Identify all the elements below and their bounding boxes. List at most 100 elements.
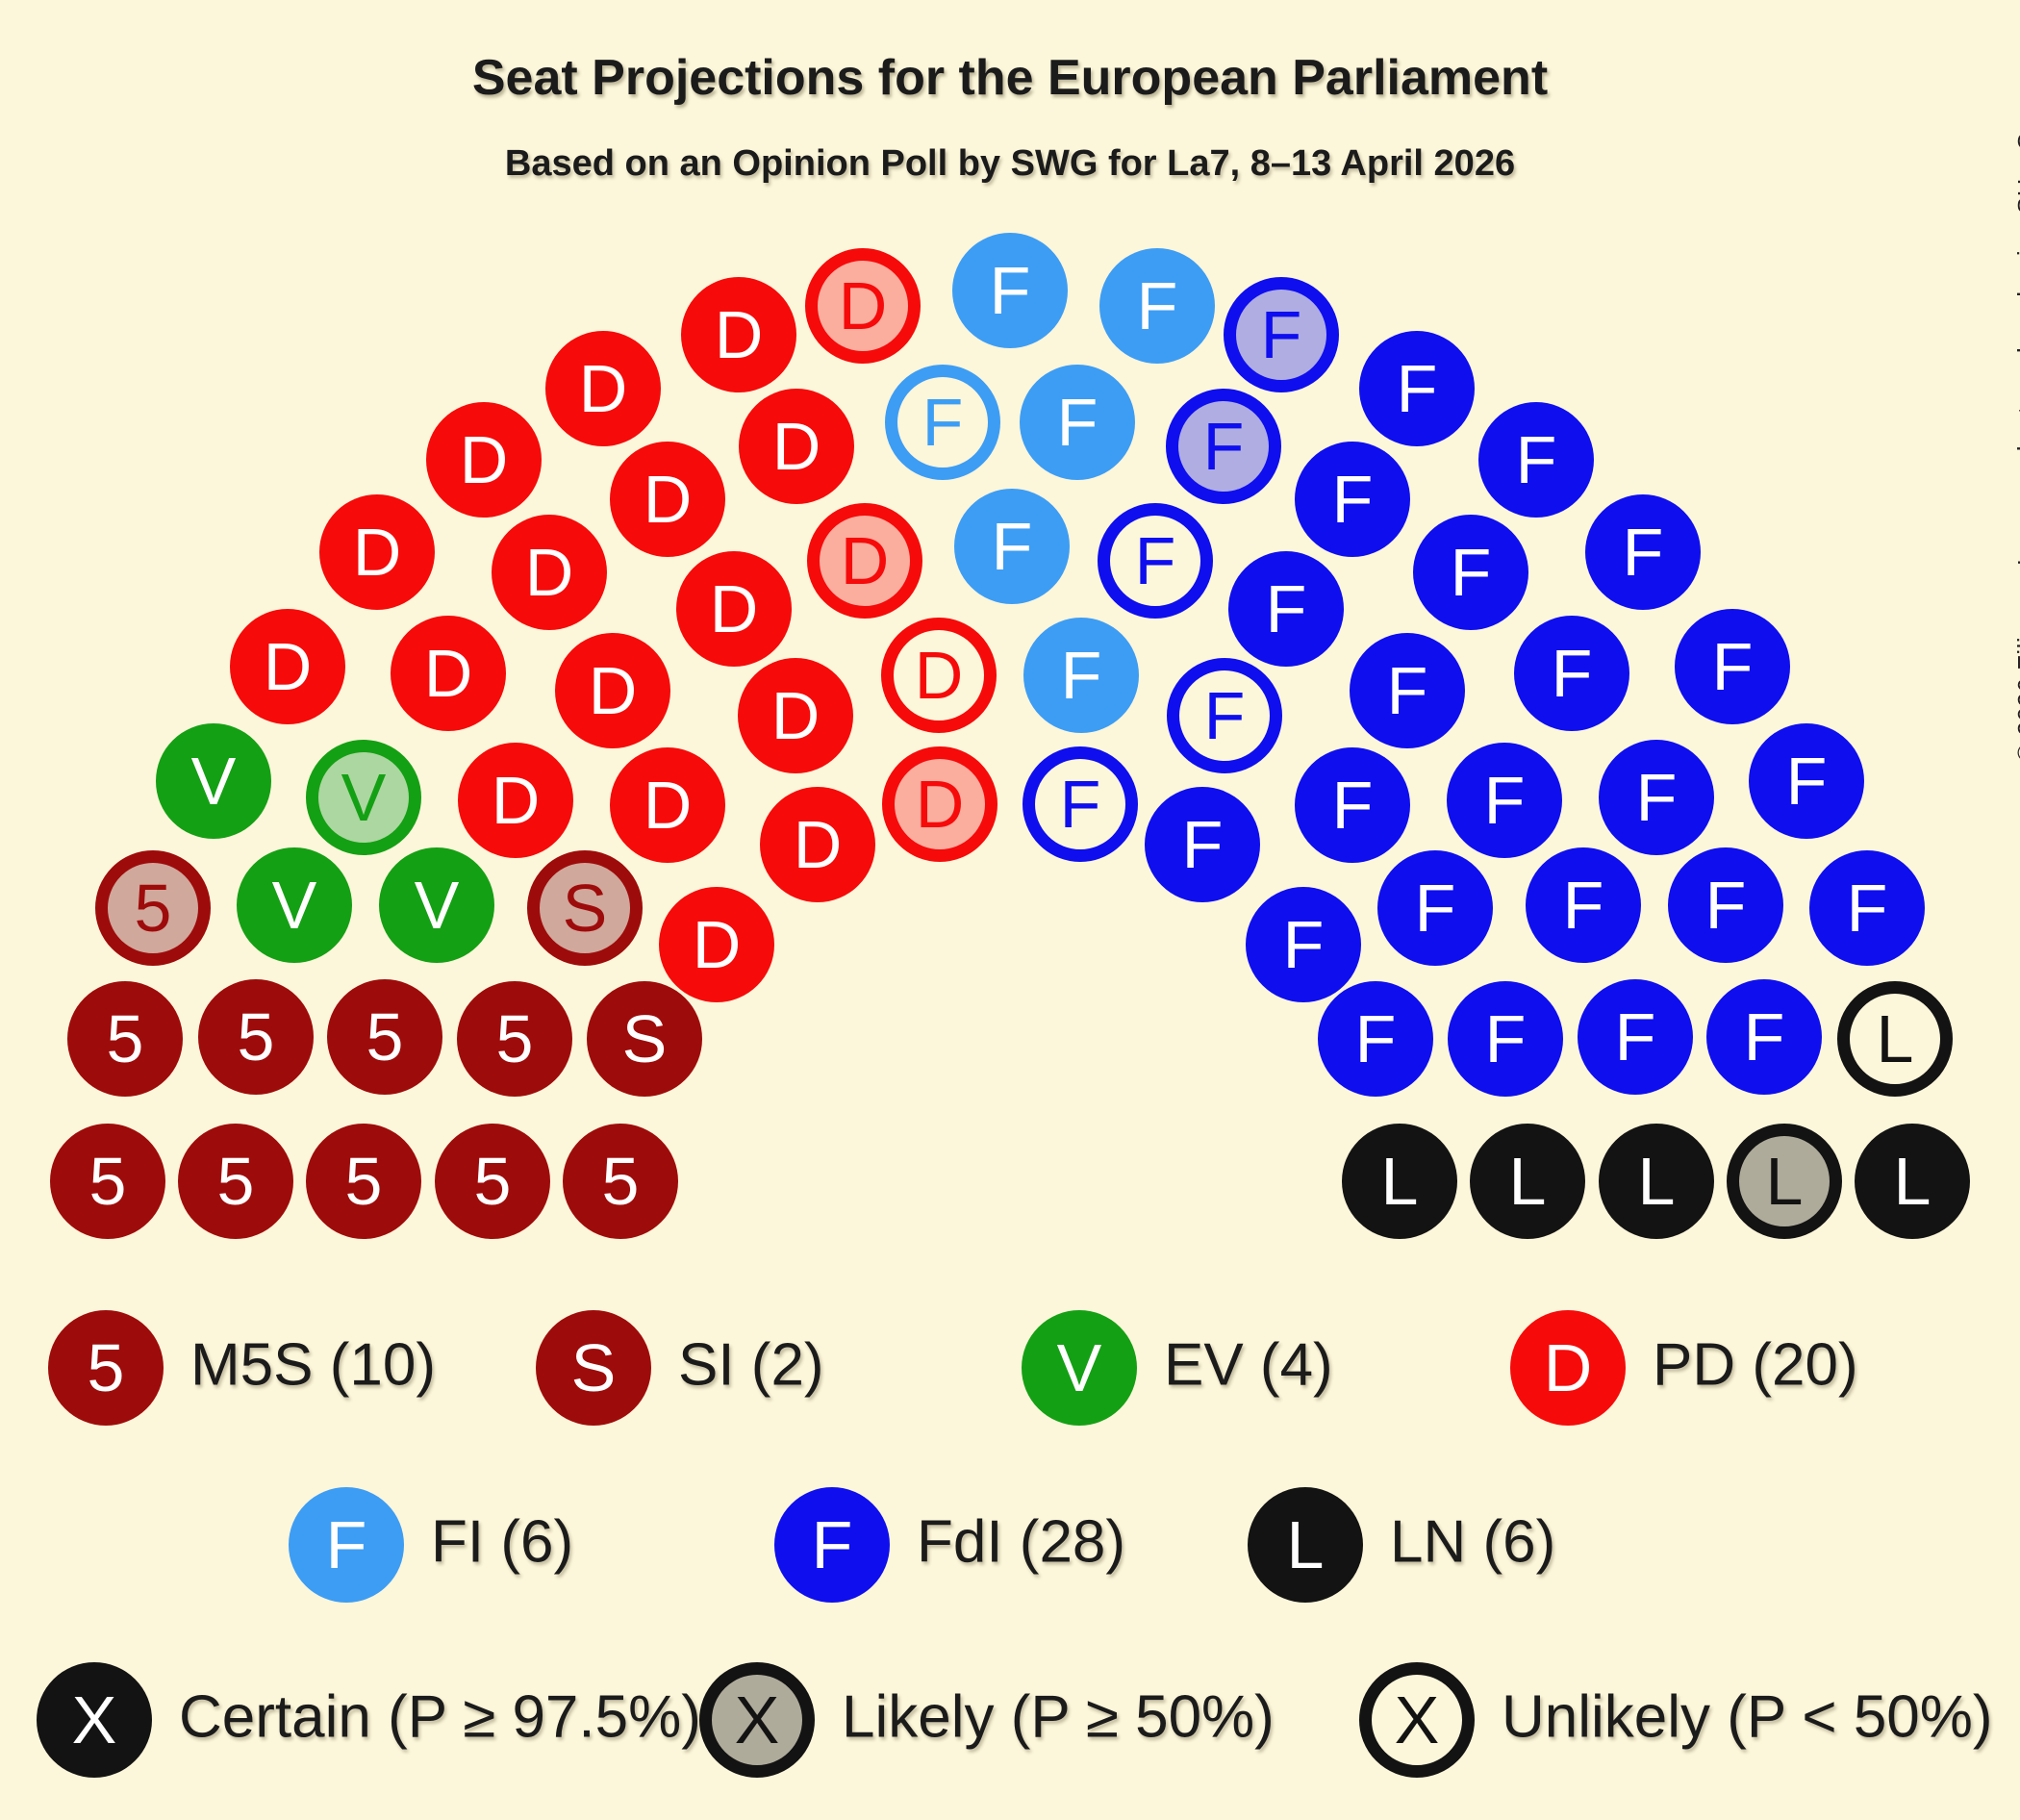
seat-ln-likely: L [1727, 1124, 1842, 1239]
legend-label-certain: Certain (P ≥ 97.5%) [179, 1683, 701, 1751]
seat-m5s-certain: 5 [327, 979, 442, 1095]
legend-label-likely: Likely (P ≥ 50%) [842, 1683, 1275, 1751]
seat-fdi-certain: F [1706, 979, 1822, 1095]
seat-ln-unlikely: L [1837, 981, 1953, 1097]
seat-legend-unlikely: X [1359, 1662, 1475, 1778]
seat-m5s-certain: 5 [198, 979, 314, 1095]
seat-fdi-certain: F [1578, 979, 1693, 1095]
legend-label-si: SI (2) [678, 1331, 824, 1399]
legend-label-m5s: M5S (10) [190, 1331, 436, 1399]
seat-fdi-certain: F [1350, 633, 1465, 748]
seat-pd-certain: D [391, 616, 506, 731]
seat-m5s-likely: 5 [95, 850, 211, 966]
seat-fdi-certain: F [1668, 847, 1783, 963]
seat-legend-ev: V [1022, 1310, 1137, 1426]
seat-fdi-certain: F [1478, 402, 1594, 518]
seat-pd-likely: D [805, 248, 921, 364]
seat-ln-certain: L [1470, 1124, 1585, 1239]
seat-pd-certain: D [676, 551, 792, 667]
seat-fi-certain: F [1099, 248, 1215, 364]
seat-legend-fi: F [289, 1487, 404, 1603]
legend-label-pd: PD (20) [1653, 1331, 1858, 1399]
chart-subtitle: Based on an Opinion Poll by SWG for La7,… [504, 143, 1516, 184]
seat-m5s-certain: 5 [563, 1124, 678, 1239]
seat-legend-si: S [536, 1310, 651, 1426]
seat-m5s-certain: 5 [306, 1124, 421, 1239]
seat-fdi-certain: F [1448, 981, 1563, 1097]
seat-pd-certain: D [545, 331, 661, 446]
seat-fdi-certain: F [1295, 747, 1410, 863]
seat-fi-certain: F [954, 489, 1070, 604]
seat-pd-unlikely: D [881, 618, 997, 733]
seat-pd-certain: D [426, 402, 542, 518]
seat-ev-certain: V [156, 723, 271, 839]
seat-fi-certain: F [1020, 365, 1135, 480]
seat-m5s-certain: 5 [178, 1124, 293, 1239]
seat-fdi-certain: F [1145, 787, 1260, 902]
seat-ev-likely: V [306, 740, 421, 855]
legend-label-ev: EV (4) [1164, 1331, 1333, 1399]
seat-fdi-certain: F [1675, 609, 1790, 724]
seat-pd-likely: D [882, 746, 997, 862]
seat-pd-likely: D [807, 503, 922, 619]
seat-fi-certain: F [952, 233, 1068, 348]
seat-ev-certain: V [379, 847, 494, 963]
seat-m5s-certain: 5 [50, 1124, 165, 1239]
seat-fdi-certain: F [1447, 743, 1562, 858]
seat-legend-pd: D [1510, 1310, 1626, 1426]
seat-si-certain: S [587, 981, 702, 1097]
seat-pd-certain: D [738, 658, 853, 773]
seat-fi-certain: F [1023, 618, 1139, 733]
seat-fdi-unlikely: F [1023, 746, 1138, 862]
seat-fdi-certain: F [1514, 616, 1629, 731]
seat-fdi-certain: F [1526, 847, 1641, 963]
seat-fdi-certain: F [1585, 494, 1701, 610]
seat-pd-certain: D [458, 743, 573, 858]
seat-fdi-certain: F [1359, 331, 1475, 446]
seat-fdi-certain: F [1413, 515, 1528, 630]
seat-ln-certain: L [1855, 1124, 1970, 1239]
legend-label-unlikely: Unlikely (P < 50%) [1502, 1683, 1993, 1751]
seat-pd-certain: D [760, 787, 875, 902]
seat-pd-certain: D [610, 442, 725, 557]
seat-fdi-certain: F [1318, 981, 1433, 1097]
seat-fdi-certain: F [1809, 850, 1925, 966]
seat-legend-fdi: F [774, 1487, 890, 1603]
seat-fdi-certain: F [1295, 442, 1410, 557]
seat-m5s-certain: 5 [457, 981, 572, 1097]
legend-label-fdi: FdI (28) [917, 1508, 1126, 1576]
seat-fdi-certain: F [1246, 887, 1361, 1002]
seat-si-likely: S [527, 850, 643, 966]
seat-ln-certain: L [1342, 1124, 1457, 1239]
seat-pd-certain: D [659, 887, 774, 1002]
seat-fdi-certain: F [1228, 551, 1344, 667]
seat-fi-unlikely: F [885, 365, 1000, 480]
seat-m5s-certain: 5 [67, 981, 183, 1097]
seat-ev-certain: V [237, 847, 352, 963]
seat-fdi-certain: F [1749, 723, 1864, 839]
seat-pd-certain: D [492, 515, 607, 630]
seat-legend-ln: L [1248, 1487, 1363, 1603]
seat-fdi-certain: F [1599, 740, 1714, 855]
legend-label-fi: FI (6) [431, 1508, 574, 1576]
legend-label-ln: LN (6) [1390, 1508, 1556, 1576]
seat-fdi-certain: F [1377, 850, 1493, 966]
seat-pd-certain: D [230, 609, 345, 724]
seat-m5s-certain: 5 [435, 1124, 550, 1239]
chart-title: Seat Projections for the European Parlia… [471, 50, 1549, 106]
seat-pd-certain: D [739, 389, 854, 504]
seat-legend-likely: X [699, 1662, 815, 1778]
copyright-note: © 2026 Filip van Laenen, chart produced … [2012, 132, 2020, 762]
seat-fdi-likely: F [1166, 389, 1281, 504]
seat-ln-certain: L [1599, 1124, 1714, 1239]
seat-pd-certain: D [681, 277, 796, 392]
seat-fdi-unlikely: F [1098, 503, 1213, 619]
seat-fdi-unlikely: F [1167, 658, 1282, 773]
seat-legend-certain: X [37, 1662, 152, 1778]
seat-legend-m5s: 5 [48, 1310, 164, 1426]
seat-pd-certain: D [610, 747, 725, 863]
seat-pd-certain: D [555, 633, 670, 748]
seat-pd-certain: D [319, 494, 435, 610]
seat-fdi-likely: F [1224, 277, 1339, 392]
